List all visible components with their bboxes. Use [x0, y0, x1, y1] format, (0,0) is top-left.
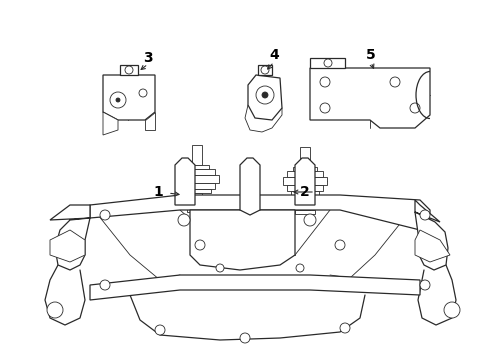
Polygon shape — [294, 158, 314, 205]
Polygon shape — [186, 208, 206, 212]
Circle shape — [256, 86, 273, 104]
Polygon shape — [145, 112, 155, 130]
Polygon shape — [283, 177, 326, 185]
Text: 4: 4 — [268, 48, 278, 62]
Circle shape — [100, 210, 110, 220]
Circle shape — [304, 214, 315, 226]
Circle shape — [261, 66, 268, 74]
Text: 1: 1 — [153, 185, 163, 199]
Polygon shape — [90, 195, 429, 230]
Polygon shape — [286, 185, 323, 191]
Polygon shape — [309, 58, 345, 68]
Polygon shape — [294, 210, 314, 214]
Circle shape — [319, 77, 329, 87]
Circle shape — [100, 280, 110, 290]
Polygon shape — [183, 189, 210, 193]
Circle shape — [47, 302, 63, 318]
Circle shape — [339, 323, 349, 333]
Polygon shape — [299, 147, 309, 167]
Polygon shape — [192, 145, 202, 165]
Circle shape — [125, 66, 133, 74]
Circle shape — [419, 210, 429, 220]
Polygon shape — [184, 165, 208, 169]
Text: 3: 3 — [143, 51, 153, 65]
Text: 2: 2 — [300, 185, 309, 199]
Polygon shape — [309, 68, 429, 128]
Polygon shape — [414, 230, 449, 262]
Circle shape — [139, 89, 147, 97]
Polygon shape — [290, 191, 318, 195]
Polygon shape — [179, 169, 215, 175]
Circle shape — [116, 98, 120, 102]
Circle shape — [419, 280, 429, 290]
Circle shape — [334, 240, 345, 250]
Polygon shape — [292, 167, 316, 171]
Polygon shape — [50, 205, 90, 270]
Text: 5: 5 — [366, 48, 375, 62]
Polygon shape — [286, 171, 323, 177]
Polygon shape — [175, 158, 195, 205]
Polygon shape — [414, 200, 447, 270]
Circle shape — [155, 325, 164, 335]
Polygon shape — [192, 193, 202, 208]
Polygon shape — [258, 65, 271, 75]
Polygon shape — [299, 195, 309, 210]
Polygon shape — [240, 158, 260, 215]
Circle shape — [262, 92, 267, 98]
Circle shape — [319, 103, 329, 113]
Polygon shape — [50, 230, 85, 262]
Polygon shape — [190, 210, 294, 270]
Circle shape — [389, 77, 399, 87]
Circle shape — [178, 214, 190, 226]
Polygon shape — [175, 175, 219, 183]
Polygon shape — [90, 275, 419, 300]
Polygon shape — [247, 75, 282, 120]
Circle shape — [240, 333, 249, 343]
Circle shape — [324, 59, 331, 67]
Polygon shape — [103, 75, 155, 120]
Circle shape — [295, 264, 304, 272]
Polygon shape — [120, 65, 138, 75]
Polygon shape — [179, 183, 215, 189]
Circle shape — [216, 264, 224, 272]
Circle shape — [110, 92, 126, 108]
Circle shape — [409, 103, 419, 113]
Circle shape — [195, 240, 204, 250]
Polygon shape — [103, 112, 118, 135]
Circle shape — [443, 302, 459, 318]
